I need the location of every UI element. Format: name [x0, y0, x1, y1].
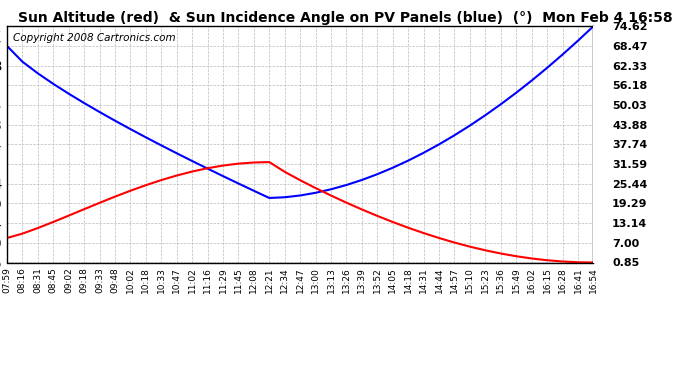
Text: Sun Altitude (red)  & Sun Incidence Angle on PV Panels (blue)  (°)  Mon Feb 4 16: Sun Altitude (red) & Sun Incidence Angle…: [18, 11, 672, 25]
Text: Copyright 2008 Cartronics.com: Copyright 2008 Cartronics.com: [13, 33, 175, 44]
